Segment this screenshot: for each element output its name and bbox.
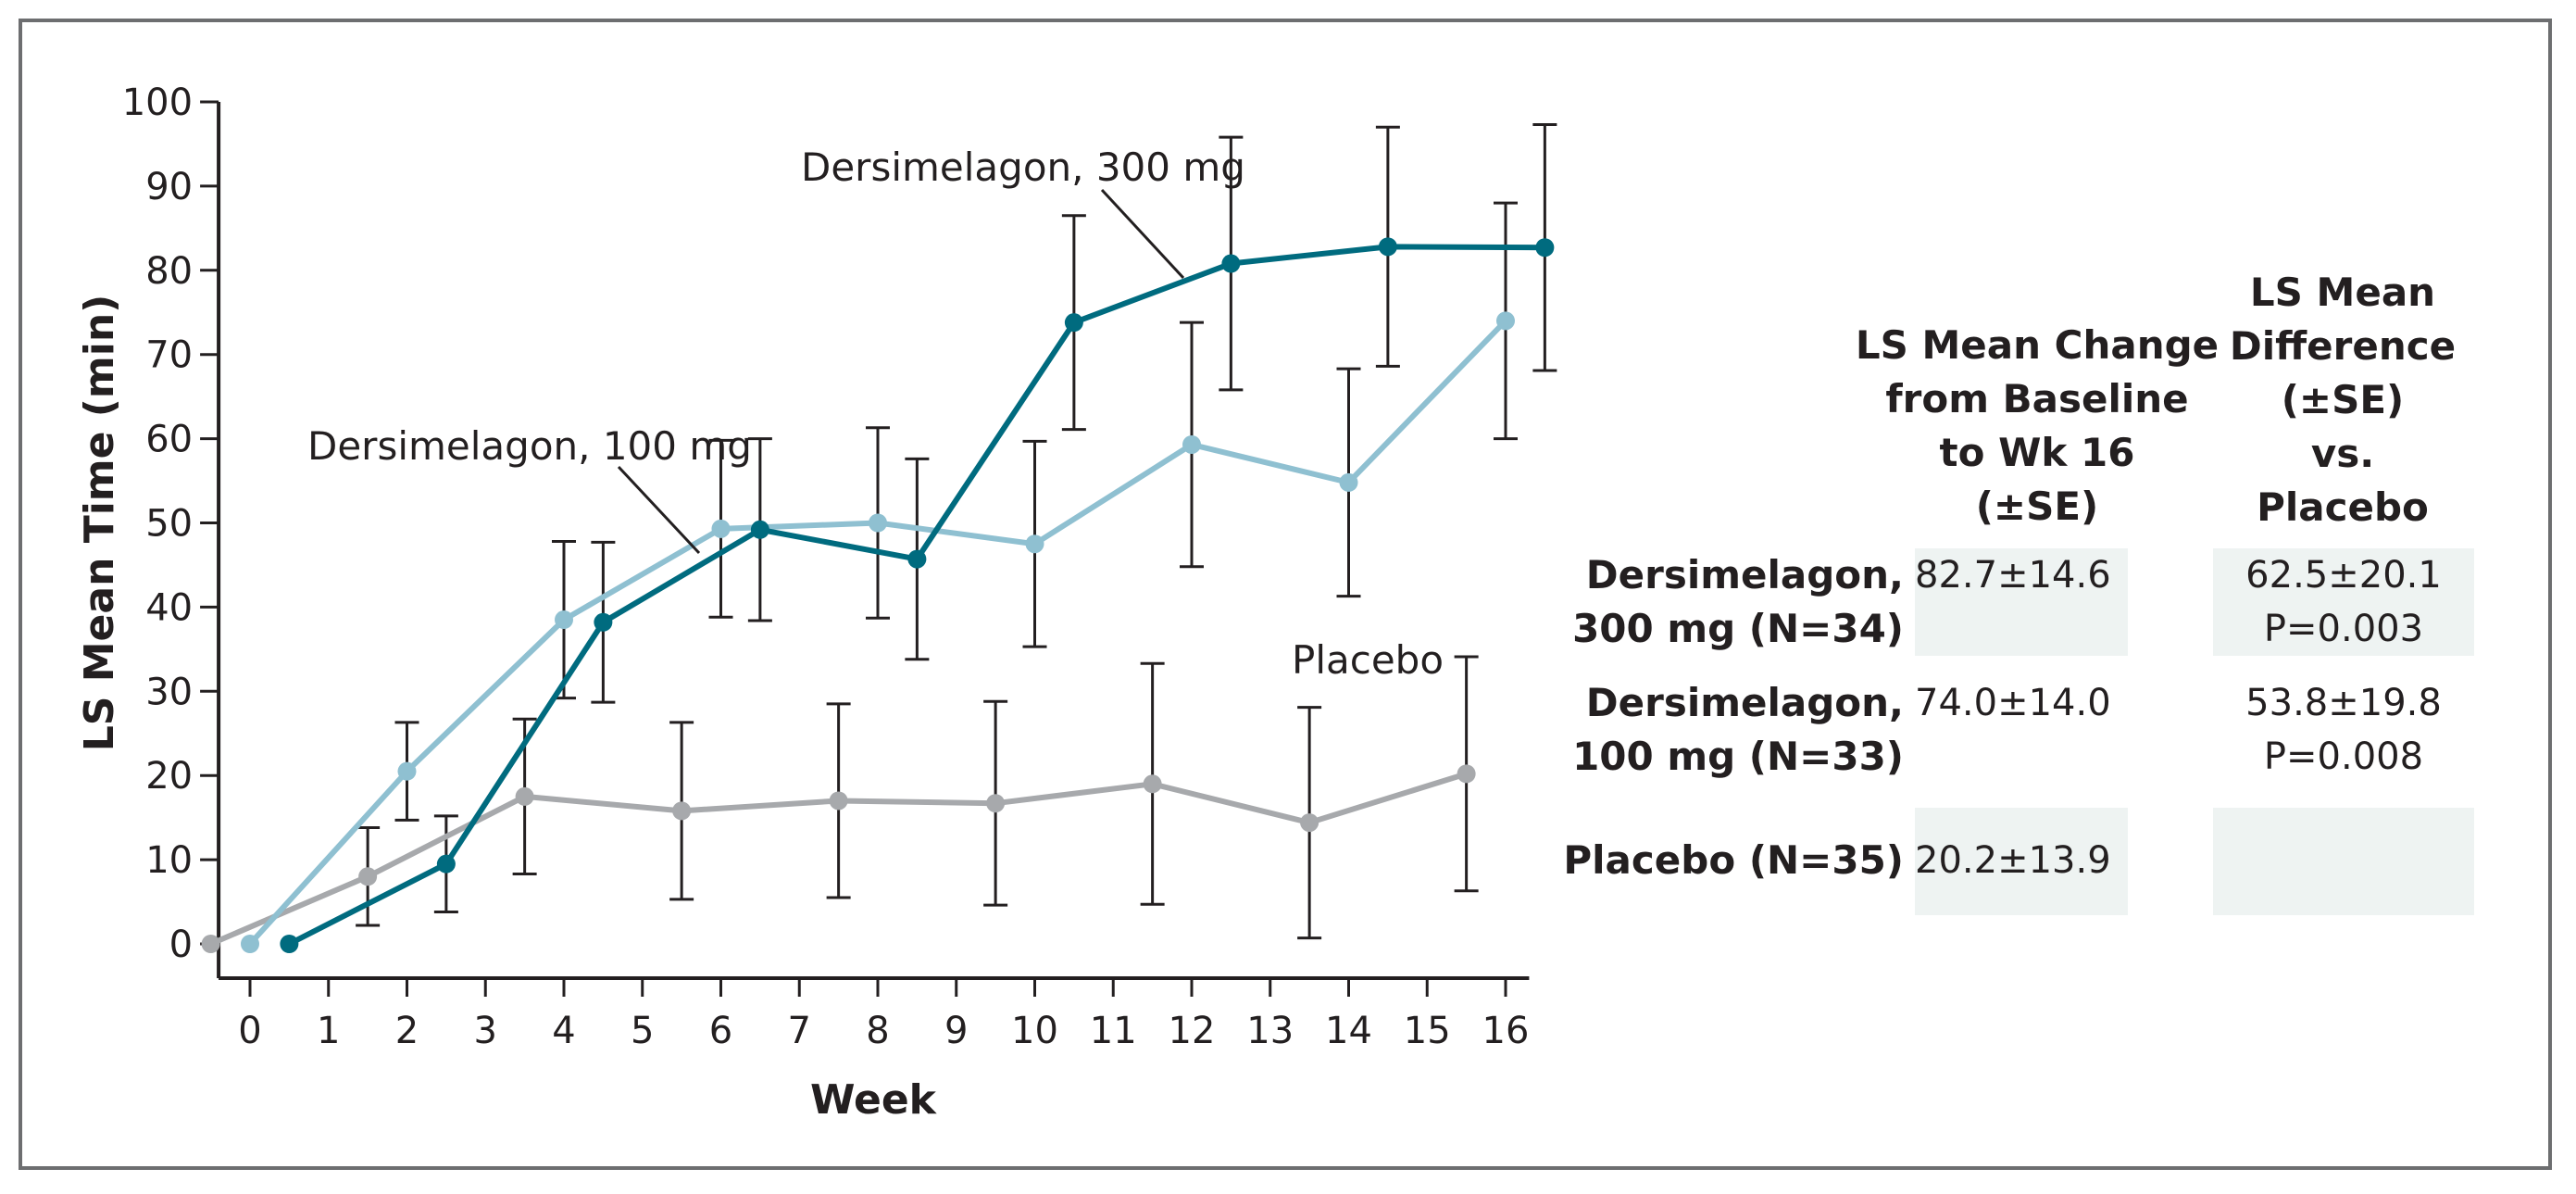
y-tick-label: 90 — [145, 166, 193, 208]
y-tick-label: 40 — [145, 586, 193, 629]
data-point-placebo — [201, 935, 220, 953]
data-point-dersimelagon-300-mg — [907, 549, 927, 569]
data-point-dersimelagon-300-mg — [1064, 313, 1083, 333]
x-tick-label: 8 — [866, 1010, 889, 1052]
cell-diff-300mg: 62.5±20.1 P=0.003 — [2245, 554, 2442, 650]
data-point-placebo — [829, 791, 848, 811]
series-line-dersimelagon-100-mg — [247, 319, 1508, 947]
data-point-dersimelagon-100-mg — [1496, 311, 1515, 331]
x-tick-label: 15 — [1404, 1010, 1451, 1052]
data-point-dersimelagon-300-mg — [1378, 237, 1397, 257]
x-axis-title: Week — [810, 1076, 938, 1124]
data-point-dersimelagon-300-mg — [594, 612, 613, 632]
annotation-placebo: Placebo — [1292, 637, 1444, 683]
cell-change-placebo: 20.2±13.9 — [1915, 839, 2111, 882]
data-point-dersimelagon-300-mg — [750, 520, 769, 539]
y-tick-label: 70 — [145, 334, 193, 377]
table-header-change: LS Mean Change from Baseline to Wk 16 (±… — [1855, 322, 2220, 529]
table-header-difference: LS Mean Difference (±SE) vs. Placebo — [2229, 270, 2457, 530]
y-axis-title: LS Mean Time (min) — [76, 295, 123, 752]
data-point-placebo — [358, 867, 378, 886]
data-point-placebo — [515, 786, 534, 806]
figure-frame — [19, 19, 2552, 1170]
annotation-300mg: Dersimelagon, 300 mg — [801, 145, 1245, 190]
data-point-placebo — [986, 794, 1006, 813]
annotations: Dersimelagon, 300 mg Dersimelagon, 100 mg… — [307, 145, 1444, 683]
data-point-dersimelagon-100-mg — [397, 761, 417, 781]
data-point-placebo — [672, 801, 692, 821]
x-tick-label: 13 — [1246, 1010, 1294, 1052]
row-label-300mg: Dersimelagon, 300 mg (N=34) — [1572, 552, 1904, 651]
data-point-dersimelagon-100-mg — [711, 519, 731, 538]
data-point-dersimelagon-100-mg — [869, 513, 887, 533]
y-tick-label: 30 — [145, 671, 193, 713]
data-point-dersimelagon-300-mg — [1535, 238, 1555, 258]
data-point-placebo — [1300, 813, 1319, 833]
shade-change-row1 — [1915, 548, 2128, 656]
x-tick-label: 3 — [474, 1010, 497, 1052]
series-points — [201, 237, 1555, 953]
data-point-placebo — [1143, 774, 1162, 794]
x-tick-label: 5 — [631, 1010, 654, 1052]
row-label-100mg: Dersimelagon, 100 mg (N=33) — [1572, 680, 1904, 779]
data-point-dersimelagon-100-mg — [241, 935, 259, 953]
leader-line-300mg — [1100, 188, 1185, 280]
x-tick-label: 6 — [709, 1010, 732, 1052]
y-tick-label: 80 — [145, 250, 193, 293]
data-point-dersimelagon-300-mg — [280, 935, 299, 953]
data-point-dersimelagon-100-mg — [1182, 434, 1201, 454]
data-point-placebo — [1457, 764, 1476, 784]
x-tick-label: 10 — [1011, 1010, 1058, 1052]
data-point-dersimelagon-300-mg — [436, 854, 456, 874]
cell-diff-100mg: 53.8±19.8 P=0.008 — [2245, 682, 2442, 778]
x-tick-label: 11 — [1090, 1010, 1137, 1052]
y-tick-label: 20 — [145, 755, 193, 798]
cell-change-100mg: 74.0±14.0 — [1915, 682, 2111, 724]
x-tick-label: 14 — [1325, 1010, 1372, 1052]
y-tick-label: 60 — [145, 419, 193, 461]
row-label-placebo: Placebo (N=35) — [1563, 837, 1904, 883]
y-tick-label: 50 — [145, 503, 193, 546]
data-point-dersimelagon-100-mg — [1339, 472, 1358, 492]
x-tick-label: 16 — [1482, 1010, 1530, 1052]
x-tick-label: 4 — [552, 1010, 575, 1052]
shade-diff-row3 — [2213, 808, 2474, 915]
y-tick-label: 10 — [145, 839, 193, 882]
y-tick-label: 0 — [169, 924, 193, 966]
x-tick-label: 2 — [395, 1010, 419, 1052]
cell-change-300mg: 82.7±14.6 — [1915, 554, 2111, 597]
x-tick-label: 7 — [788, 1010, 811, 1052]
data-point-dersimelagon-100-mg — [555, 610, 573, 630]
shade-diff-row1 — [2213, 548, 2474, 656]
leader-line-100mg — [617, 465, 701, 555]
annotation-100mg: Dersimelagon, 100 mg — [307, 423, 752, 469]
x-tick-label: 12 — [1169, 1010, 1216, 1052]
shade-change-row3 — [1915, 808, 2128, 915]
x-tick-label: 9 — [944, 1010, 968, 1052]
y-tick-label: 100 — [122, 82, 193, 124]
data-point-dersimelagon-100-mg — [1025, 534, 1044, 554]
x-tick-label: 1 — [317, 1010, 340, 1052]
data-point-dersimelagon-300-mg — [1221, 254, 1241, 273]
x-tick-label: 0 — [238, 1010, 261, 1052]
